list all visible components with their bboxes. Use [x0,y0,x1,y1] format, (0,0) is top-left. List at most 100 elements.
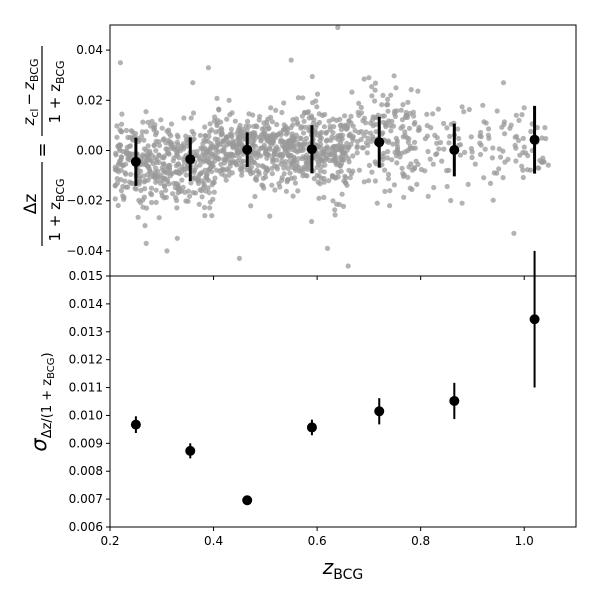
scatter-point [411,165,418,171]
scatter-point [268,105,274,111]
scatter-point [112,183,118,189]
scatter-point [274,166,280,172]
scatter-point [335,169,341,175]
scatter-point [330,198,336,204]
scatter-point [188,115,194,121]
scatter-point [343,153,349,159]
scatter-point [424,111,430,117]
scatter-point [425,148,431,155]
top-ylabel-lhs-den: 1 + z [46,202,64,242]
scatter-point [303,155,309,161]
scatter-point [456,135,462,142]
scatter-point [168,121,175,127]
binned-point [242,144,253,155]
scatter-point [469,154,475,161]
scatter-point [182,189,188,195]
scatter-point [209,213,215,219]
scatter-point [112,196,118,202]
scatter-point [285,139,291,145]
scatter-point [402,129,408,135]
scatter-point [278,130,284,136]
scatter-point [414,181,420,187]
scatter-point [214,167,220,173]
scatter-point [269,182,275,188]
scatter-point [232,118,238,124]
scatter-point [388,128,394,134]
scatter-point [282,148,288,154]
scatter-point [461,109,467,115]
scatter-point [491,170,497,176]
scatter-point [235,149,241,155]
scatter-point [156,142,163,149]
scatter-point [332,207,338,213]
scatter-point [211,118,217,124]
y-tick-label: 0.007 [69,492,103,506]
scatter-point [406,136,412,142]
scatter-point [320,150,326,157]
scatter-point [284,179,290,185]
scatter-point [448,197,454,204]
y-tick-label: 0.009 [69,436,103,450]
scatter-point [436,146,442,152]
binned-point [185,154,196,165]
y-tick-label: −0.02 [66,194,103,208]
scatter-point [117,142,123,148]
scatter-point [143,109,149,115]
scatter-point [394,160,400,166]
scatter-point [249,135,255,141]
scatter-point [521,144,527,150]
scatter-point [166,131,172,137]
scatter-point [512,142,518,148]
scatter-outlier-point [236,255,242,261]
scatter-point [276,181,282,187]
scatter-point [373,121,379,127]
scatter-point [141,146,148,152]
scatter-point [319,158,325,164]
binned-point [306,144,317,155]
svg-text:1 + zBCG: 1 + zBCG [46,60,67,123]
scatter-point [119,111,125,117]
scatter-point [411,121,417,127]
y-tick-label: 0.006 [69,520,103,534]
scatter-point [342,173,348,179]
scatter-outlier-point [226,97,232,103]
scatter-point [246,111,252,117]
scatter-point [207,199,213,205]
scatter-point [439,158,445,164]
scatter-point [202,213,208,219]
scatter-point [300,130,307,136]
svg-text:zcl−zBCG: zcl−zBCG [20,59,41,127]
scatter-point [294,119,300,126]
scatter-point [468,134,474,140]
scatter-point [296,156,302,162]
scatter-point [372,98,378,104]
scatter-point [214,95,220,101]
scatter-outlier-point [143,240,149,246]
scatter-point [136,173,142,179]
scatter-point [199,169,205,175]
scatter-point [127,179,133,185]
scatter-point [385,96,391,102]
scatter-point [430,111,436,117]
scatter-point [369,169,375,175]
scatter-point [229,143,236,149]
scatter-point [180,146,187,152]
scatter-point [212,114,218,120]
scatter-outlier-point [521,105,527,111]
scatter-point [169,140,175,146]
scatter-point [138,187,144,193]
scatter-point [363,140,370,146]
binned-point [130,156,141,167]
scatter-point [115,202,121,209]
scatter-point [271,149,277,155]
scatter-point [175,161,182,167]
scatter-point [218,161,224,167]
scatter-point [348,120,354,126]
scatter-point [145,143,151,149]
scatter-point [407,146,413,152]
scatter-point [114,134,120,140]
scatter-point [411,139,418,145]
scatter-point [115,169,122,175]
scatter-point [290,160,296,166]
